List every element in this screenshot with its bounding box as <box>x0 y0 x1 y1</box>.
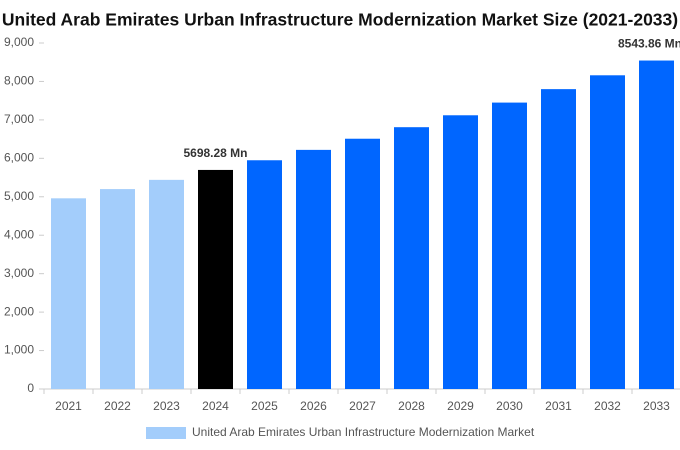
legend-swatch <box>146 427 186 439</box>
y-tick-label: 8,000 <box>4 74 34 88</box>
y-tick-label: 9,000 <box>4 35 34 49</box>
x-tick-label: 2031 <box>545 399 572 413</box>
legend-label: United Arab Emirates Urban Infrastructur… <box>192 425 535 439</box>
y-tick-label: 3,000 <box>4 266 34 280</box>
bar <box>198 169 233 389</box>
x-tick-label: 2023 <box>153 399 180 413</box>
bar <box>590 75 625 389</box>
y-tick-label: 5,000 <box>4 189 34 203</box>
bar <box>443 115 478 389</box>
bar <box>100 189 135 389</box>
bar <box>296 149 331 389</box>
x-tick-label: 2027 <box>349 399 376 413</box>
bar <box>541 89 576 389</box>
x-tick-label: 2026 <box>300 399 327 413</box>
x-tick-label: 2029 <box>447 399 474 413</box>
value-label: 5698.28 Mn <box>183 146 247 160</box>
bar <box>51 198 86 389</box>
x-tick-label: 2032 <box>594 399 621 413</box>
bar <box>345 138 380 389</box>
bar <box>247 160 282 389</box>
y-tick-label: 4,000 <box>4 227 34 241</box>
bar <box>492 102 527 389</box>
x-tick-label: 2021 <box>55 399 82 413</box>
bar <box>149 179 184 389</box>
x-tick-label: 2022 <box>104 399 131 413</box>
y-tick-label: 6,000 <box>4 151 34 165</box>
value-label: 8543.86 Mn <box>618 37 680 51</box>
y-tick-label: 7,000 <box>4 112 34 126</box>
chart-title: United Arab Emirates Urban Infrastructur… <box>2 10 678 30</box>
x-tick-label: 2030 <box>496 399 523 413</box>
bar <box>394 127 429 390</box>
x-tick-label: 2025 <box>251 399 278 413</box>
y-tick-label: 1,000 <box>4 343 34 357</box>
y-tick-label: 0 <box>27 381 34 395</box>
bar <box>639 60 674 390</box>
x-tick-label: 2028 <box>398 399 425 413</box>
x-tick-label: 2024 <box>202 399 229 413</box>
x-tick-label: 2033 <box>643 399 670 413</box>
y-tick-label: 2,000 <box>4 304 34 318</box>
